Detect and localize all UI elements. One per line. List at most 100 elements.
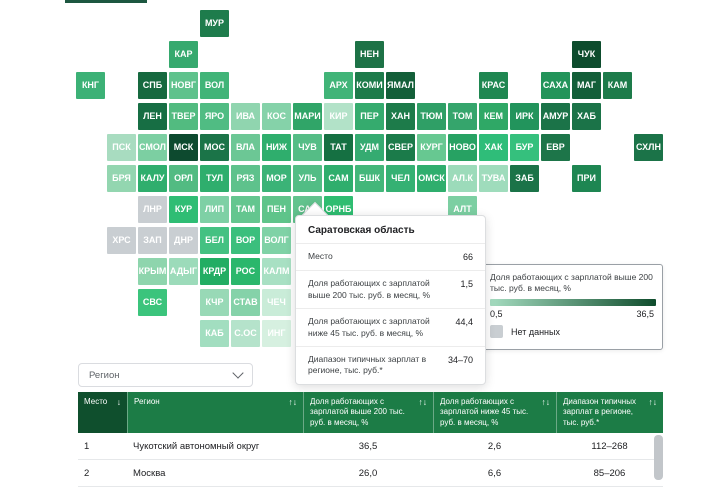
map-tile-ТУЛ[interactable]: ТУЛ [200, 165, 229, 192]
legend-title: Доля работающих с зарплатой выше 200 тыс… [490, 272, 653, 294]
region-dropdown[interactable]: Регион [78, 363, 253, 387]
map-tile-ПРИ[interactable]: ПРИ [572, 165, 601, 192]
map-tile-ИРК[interactable]: ИРК [510, 103, 539, 130]
map-tile-МОС[interactable]: МОС [200, 134, 229, 161]
map-tile-КОМИ[interactable]: КОМИ [355, 72, 384, 99]
map-tile-КАМ[interactable]: КАМ [603, 72, 632, 99]
sort-arrows-icon[interactable]: ↑↓ [648, 397, 658, 407]
table-cell: 2,6 [487, 440, 502, 452]
map-tile-КЕМ[interactable]: КЕМ [479, 103, 508, 130]
table-scrollbar[interactable] [654, 435, 663, 480]
map-tile-БРЯ[interactable]: БРЯ [107, 165, 136, 192]
map-tile-ХАК[interactable]: ХАК [479, 134, 508, 161]
map-tile-ТАМ[interactable]: ТАМ [231, 196, 260, 223]
column-header-4[interactable]: Диапазон типичных зарплат в регионе, тыс… [556, 392, 663, 433]
sort-arrows-icon[interactable]: ↑↓ [418, 397, 428, 407]
map-tile-СМОЛ[interactable]: СМОЛ [138, 134, 167, 161]
map-tile-ЗАП[interactable]: ЗАП [138, 227, 167, 254]
map-tile-ВЛА[interactable]: ВЛА [231, 134, 260, 161]
map-tile-ЧЕЧ[interactable]: ЧЕЧ [262, 289, 291, 316]
column-header-0[interactable]: Место ↓ [78, 392, 127, 433]
map-tile-РОС[interactable]: РОС [231, 258, 260, 285]
map-tile-КРДР[interactable]: КРДР [200, 258, 229, 285]
map-tile-ОМСК[interactable]: ОМСК [417, 165, 446, 192]
map-tile-ЧУВ[interactable]: ЧУВ [293, 134, 322, 161]
map-tile-КАБ[interactable]: КАБ [200, 320, 229, 347]
map-tile-ЯРО[interactable]: ЯРО [200, 103, 229, 130]
map-tile-ЧУК[interactable]: ЧУК [572, 41, 601, 68]
map-tile-КАЛУ[interactable]: КАЛУ [138, 165, 167, 192]
map-tile-УДМ[interactable]: УДМ [355, 134, 384, 161]
map-tile-ЯМАЛ[interactable]: ЯМАЛ [386, 72, 415, 99]
map-tile-АЛ.К[interactable]: АЛ.К [448, 165, 477, 192]
map-tile-УЛЬ[interactable]: УЛЬ [293, 165, 322, 192]
map-tile-ЛИП[interactable]: ЛИП [200, 196, 229, 223]
map-tile-АДЫГ[interactable]: АДЫГ [169, 258, 198, 285]
map-tile-ПСК[interactable]: ПСК [107, 134, 136, 161]
map-tile-МАРИ[interactable]: МАРИ [293, 103, 322, 130]
map-tile-ТЮМ[interactable]: ТЮМ [417, 103, 446, 130]
table-row-2[interactable]: 2 Москва 26,0 6,6 85–206 [78, 460, 663, 487]
map-tile-СВЕР[interactable]: СВЕР [386, 134, 415, 161]
map-tile-ПЕН[interactable]: ПЕН [262, 196, 291, 223]
map-tile-ВОР[interactable]: ВОР [231, 227, 260, 254]
map-tile-ТВЕР[interactable]: ТВЕР [169, 103, 198, 130]
map-tile-НЕН[interactable]: НЕН [355, 41, 384, 68]
map-tile-МАГ[interactable]: МАГ [572, 72, 601, 99]
map-tile-КУР[interactable]: КУР [169, 196, 198, 223]
map-tile-ХАБ[interactable]: ХАБ [572, 103, 601, 130]
map-tile-ИВА[interactable]: ИВА [231, 103, 260, 130]
map-tile-КРАС[interactable]: КРАС [479, 72, 508, 99]
map-tile-КЧР[interactable]: КЧР [200, 289, 229, 316]
map-tile-СПБ[interactable]: СПБ [138, 72, 167, 99]
map-tile-ВОЛ[interactable]: ВОЛ [200, 72, 229, 99]
map-tile-ИНГ[interactable]: ИНГ [262, 320, 291, 347]
map-tile-АМУР[interactable]: АМУР [541, 103, 570, 130]
map-tile-ДНР[interactable]: ДНР [169, 227, 198, 254]
sort-arrows-icon[interactable]: ↑↓ [541, 397, 551, 407]
map-tile-С.ОС[interactable]: С.ОС [231, 320, 260, 347]
map-tile-ВОЛГ[interactable]: ВОЛГ [262, 227, 291, 254]
map-tile-БУР[interactable]: БУР [510, 134, 539, 161]
map-tile-МОР[interactable]: МОР [262, 165, 291, 192]
map-tile-ЕВР[interactable]: ЕВР [541, 134, 570, 161]
map-tile-НОВО[interactable]: НОВО [448, 134, 477, 161]
map-tile-ОРЛ[interactable]: ОРЛ [169, 165, 198, 192]
map-tile-КИР[interactable]: КИР [324, 103, 353, 130]
map-tile-СХЛН[interactable]: СХЛН [634, 134, 663, 161]
map-tile-НОВГ[interactable]: НОВГ [169, 72, 198, 99]
map-tile-ЗАБ[interactable]: ЗАБ [510, 165, 539, 192]
map-tile-МСК[interactable]: МСК [169, 134, 198, 161]
table-row-1[interactable]: 1 Чукотский автономный округ 36,5 2,6 112–26… [78, 433, 663, 460]
sort-arrows-icon[interactable]: ↑↓ [288, 397, 298, 407]
map-tile-КОС[interactable]: КОС [262, 103, 291, 130]
map-tile-ТУВА[interactable]: ТУВА [479, 165, 508, 192]
map-tile-ЛНР[interactable]: ЛНР [138, 196, 167, 223]
map-tile-БШК[interactable]: БШК [355, 165, 384, 192]
map-tile-РЯЗ[interactable]: РЯЗ [231, 165, 260, 192]
map-tile-КУРГ[interactable]: КУРГ [417, 134, 446, 161]
column-header-1[interactable]: Регион ↑↓ [127, 392, 303, 433]
map-tile-КАР[interactable]: КАР [169, 41, 198, 68]
map-tile-НИЖ[interactable]: НИЖ [262, 134, 291, 161]
map-tile-СВС[interactable]: СВС [138, 289, 167, 316]
map-tile-ХАН[interactable]: ХАН [386, 103, 415, 130]
map-tile-КРЫМ[interactable]: КРЫМ [138, 258, 167, 285]
map-tile-ЧЕЛ[interactable]: ЧЕЛ [386, 165, 415, 192]
map-tile-КАЛМ[interactable]: КАЛМ [262, 258, 291, 285]
map-tile-САХА[interactable]: САХА [541, 72, 570, 99]
map-tile-ЛЕН[interactable]: ЛЕН [138, 103, 167, 130]
map-tile-БЕЛ[interactable]: БЕЛ [200, 227, 229, 254]
map-tile-МУР[interactable]: МУР [200, 10, 229, 37]
map-tile-СТАВ[interactable]: СТАВ [231, 289, 260, 316]
map-tile-ПЕР[interactable]: ПЕР [355, 103, 384, 130]
sort-arrows-icon[interactable]: ↓ [116, 397, 121, 407]
map-tile-КНГ[interactable]: КНГ [76, 72, 105, 99]
map-tile-ТОМ[interactable]: ТОМ [448, 103, 477, 130]
map-tile-АРХ[interactable]: АРХ [324, 72, 353, 99]
map-tile-ТАТ[interactable]: ТАТ [324, 134, 353, 161]
column-header-2[interactable]: Доля работающих с зарплатой выше 200 тыс… [303, 392, 433, 433]
map-tile-ХРС[interactable]: ХРС [107, 227, 136, 254]
map-tile-САМ[interactable]: САМ [324, 165, 353, 192]
column-header-3[interactable]: Доля работающих с зарплатой ниже 45 тыс.… [433, 392, 556, 433]
